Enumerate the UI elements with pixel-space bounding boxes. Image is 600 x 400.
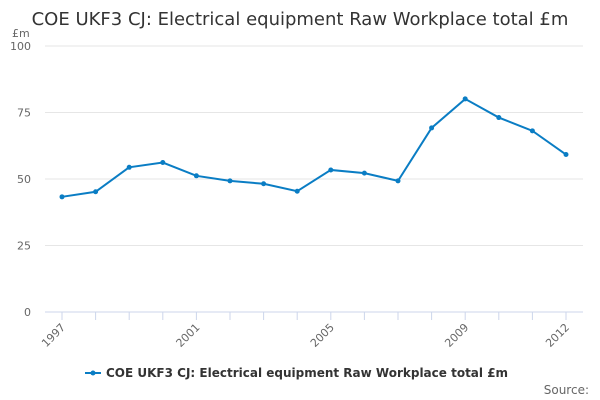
x-tick-label: 2001 <box>174 321 203 350</box>
legend-marker-icon <box>90 370 96 376</box>
x-tick-label: 1997 <box>39 321 68 350</box>
x-tick-label: 2009 <box>442 321 471 350</box>
data-point[interactable] <box>160 160 166 166</box>
data-point[interactable] <box>294 188 300 194</box>
y-tick-label: 0 <box>24 306 31 319</box>
y-tick-label: 75 <box>17 107 31 120</box>
data-point[interactable] <box>193 173 199 179</box>
x-tick-label: 2005 <box>308 321 337 350</box>
data-point[interactable] <box>361 170 367 176</box>
data-point[interactable] <box>227 178 233 184</box>
y-tick-label: 25 <box>17 240 31 253</box>
data-point[interactable] <box>429 125 435 131</box>
data-point[interactable] <box>261 181 267 187</box>
x-tick-label: 2012 <box>543 321 572 350</box>
legend-label: COE UKF3 CJ: Electrical equipment Raw Wo… <box>106 366 508 380</box>
data-point[interactable] <box>328 167 334 173</box>
data-point[interactable] <box>126 164 132 170</box>
legend[interactable]: COE UKF3 CJ: Electrical equipment Raw Wo… <box>85 366 508 380</box>
data-point[interactable] <box>563 152 569 158</box>
data-point[interactable] <box>59 194 65 200</box>
data-point[interactable] <box>395 178 401 184</box>
data-point[interactable] <box>496 115 502 121</box>
series-line <box>61 97 567 198</box>
source-label[interactable]: Source: <box>544 383 589 397</box>
data-point[interactable] <box>529 128 535 134</box>
data-point[interactable] <box>93 189 99 195</box>
chart-title: COE UKF3 CJ: Electrical equipment Raw Wo… <box>32 9 569 30</box>
y-tick-label: 50 <box>17 173 31 186</box>
y-tick-label: 100 <box>10 40 31 53</box>
data-point[interactable] <box>462 96 468 102</box>
y-axis-label: £m <box>12 27 30 40</box>
